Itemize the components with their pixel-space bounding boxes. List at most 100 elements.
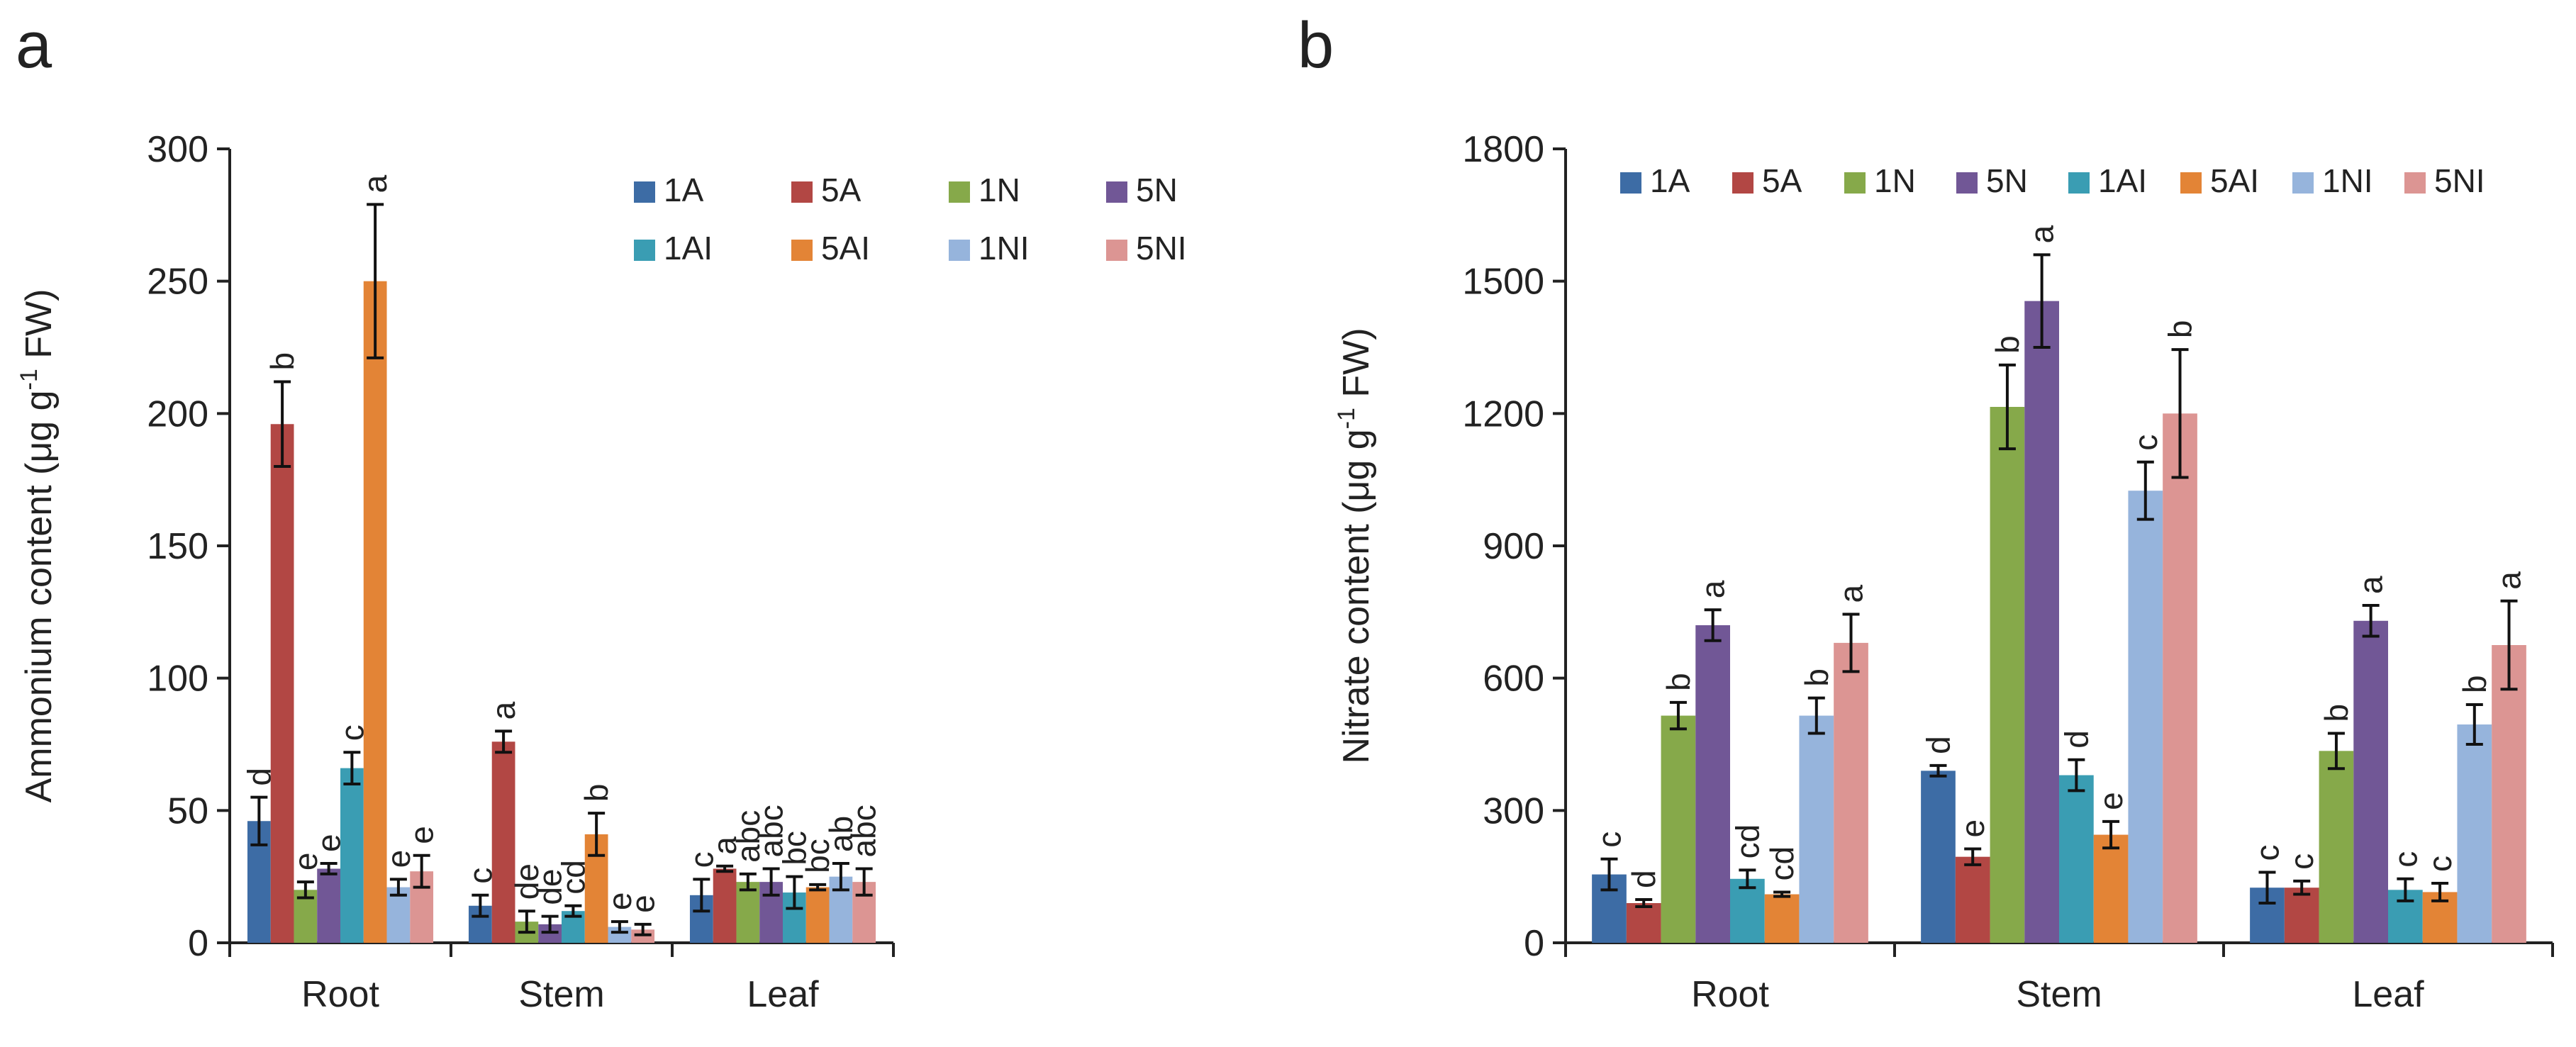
significance-letter: e — [601, 892, 638, 911]
error-bar — [1842, 612, 1860, 673]
significance-letter: a — [357, 174, 394, 193]
bar-5n-stem — [2024, 301, 2059, 944]
error-bar — [832, 862, 849, 892]
y-axis-title-main: Nitrate content (μg g — [1336, 429, 1377, 763]
significance-letter: c — [2127, 435, 2164, 451]
legend-label-5ai: 5AI — [821, 230, 870, 267]
legend-swatch-1ni — [949, 240, 970, 261]
legend-swatch-1ni — [2292, 172, 2314, 194]
y-tick-label: 900 — [1483, 526, 1544, 567]
bar-5ni-root — [1834, 642, 1868, 943]
bar-1ai-root — [340, 768, 364, 943]
error-bar — [413, 853, 430, 889]
y-tick-label: 600 — [1483, 659, 1544, 700]
significance-letter: a — [1695, 580, 1732, 598]
y-axis-title: Ammonium content (μg g-1 FW) — [16, 289, 60, 803]
error-bar — [1739, 868, 1756, 890]
significance-letter: e — [403, 826, 440, 844]
legend-label-5ai: 5AI — [2210, 162, 2259, 199]
bar-1a-stem — [1921, 771, 1956, 943]
significance-letter: abc — [730, 810, 766, 863]
y-tick-label: 0 — [1524, 923, 1544, 964]
significance-letter: de — [508, 863, 545, 900]
error-bar — [634, 922, 652, 936]
significance-letter: d — [1625, 870, 1662, 888]
y-tick-label: 0 — [188, 923, 208, 964]
y-axis-title-main: Ammonium content (μg g — [18, 390, 60, 802]
significance-letter: b — [264, 352, 301, 371]
legend-label-1ni: 1NI — [978, 230, 1030, 267]
y-axis-title-unit: FW) — [1336, 327, 1377, 408]
category-label: Leaf — [747, 974, 819, 1015]
error-bar — [2068, 758, 2085, 793]
significance-letter: a — [2024, 225, 2061, 243]
legend-label-1a: 1A — [664, 172, 704, 208]
error-bar — [1635, 898, 1653, 908]
error-bar — [610, 920, 628, 934]
bar-5ai-root — [1764, 894, 1800, 943]
y-tick-label: 1200 — [1462, 393, 1544, 435]
category-label: Stem — [518, 974, 604, 1015]
bar-1ni-leaf — [2457, 724, 2492, 943]
error-bar — [716, 864, 734, 873]
error-bar — [495, 729, 513, 754]
error-bar — [2327, 732, 2345, 771]
legend-label-5a: 5A — [821, 172, 862, 208]
significance-letter: d — [2058, 730, 2095, 749]
error-bar — [1929, 763, 1947, 778]
error-bar — [693, 878, 710, 913]
error-bar — [2465, 703, 2483, 746]
legend-label-1a: 1A — [1650, 162, 1690, 199]
error-bar — [367, 203, 384, 359]
error-bar — [2362, 604, 2380, 638]
error-bar — [809, 883, 827, 892]
bar-1n-leaf — [736, 882, 760, 943]
legend-swatch-5ai — [791, 240, 813, 261]
legend-swatch-1ai — [634, 240, 655, 261]
y-axis-title-unit: FW) — [18, 289, 60, 369]
bar-5ni-leaf — [2492, 645, 2526, 943]
error-bar — [2500, 599, 2518, 691]
significance-letter: a — [485, 701, 522, 720]
y-tick-label: 200 — [147, 393, 208, 435]
bar-1ai-stem — [2059, 775, 2094, 943]
error-bar — [541, 914, 559, 934]
y-tick-label: 1500 — [1462, 262, 1544, 303]
bar-5n-root — [317, 868, 340, 943]
y-tick-label: 250 — [147, 262, 208, 303]
significance-letter: b — [1798, 668, 1835, 687]
legend-swatch-1ai — [2068, 172, 2090, 194]
significance-letter: bc — [799, 839, 836, 873]
significance-letter: e — [625, 895, 662, 913]
significance-letter: cd — [1763, 846, 1800, 881]
significance-letter: d — [1919, 736, 1956, 754]
significance-letter: c — [2421, 856, 2458, 872]
panel-b-letter: b — [1298, 9, 1334, 82]
significance-letter: b — [2162, 320, 2199, 339]
y-axis-title: Nitrate content (μg g-1 FW) — [1333, 327, 1377, 763]
legend-label-5n: 5N — [1986, 162, 2028, 199]
error-bar — [1964, 847, 1982, 866]
y-tick-label: 100 — [147, 659, 208, 700]
legend-label-5ni: 5NI — [2434, 162, 2485, 199]
legend-swatch-5ni — [1106, 240, 1127, 261]
error-bar — [1669, 700, 1687, 731]
significance-letter: c — [2248, 844, 2285, 861]
error-bar — [296, 880, 314, 900]
significance-letter: abc — [846, 805, 883, 857]
significance-letter: c — [683, 851, 720, 868]
error-bar — [2431, 882, 2449, 902]
significance-letter: e — [380, 850, 417, 868]
error-bar — [588, 812, 606, 857]
error-bar — [2171, 348, 2189, 479]
significance-letter: e — [1954, 819, 1991, 838]
error-bar — [250, 795, 268, 846]
bar-1ni-stem — [2128, 491, 2163, 943]
error-bar — [2397, 877, 2414, 902]
significance-letter: abc — [753, 805, 790, 857]
error-bar — [1600, 857, 1618, 892]
significance-letter: a — [2353, 576, 2390, 594]
bar-5a-stem — [1955, 856, 1990, 943]
legend-label-5n: 5N — [1136, 172, 1178, 208]
